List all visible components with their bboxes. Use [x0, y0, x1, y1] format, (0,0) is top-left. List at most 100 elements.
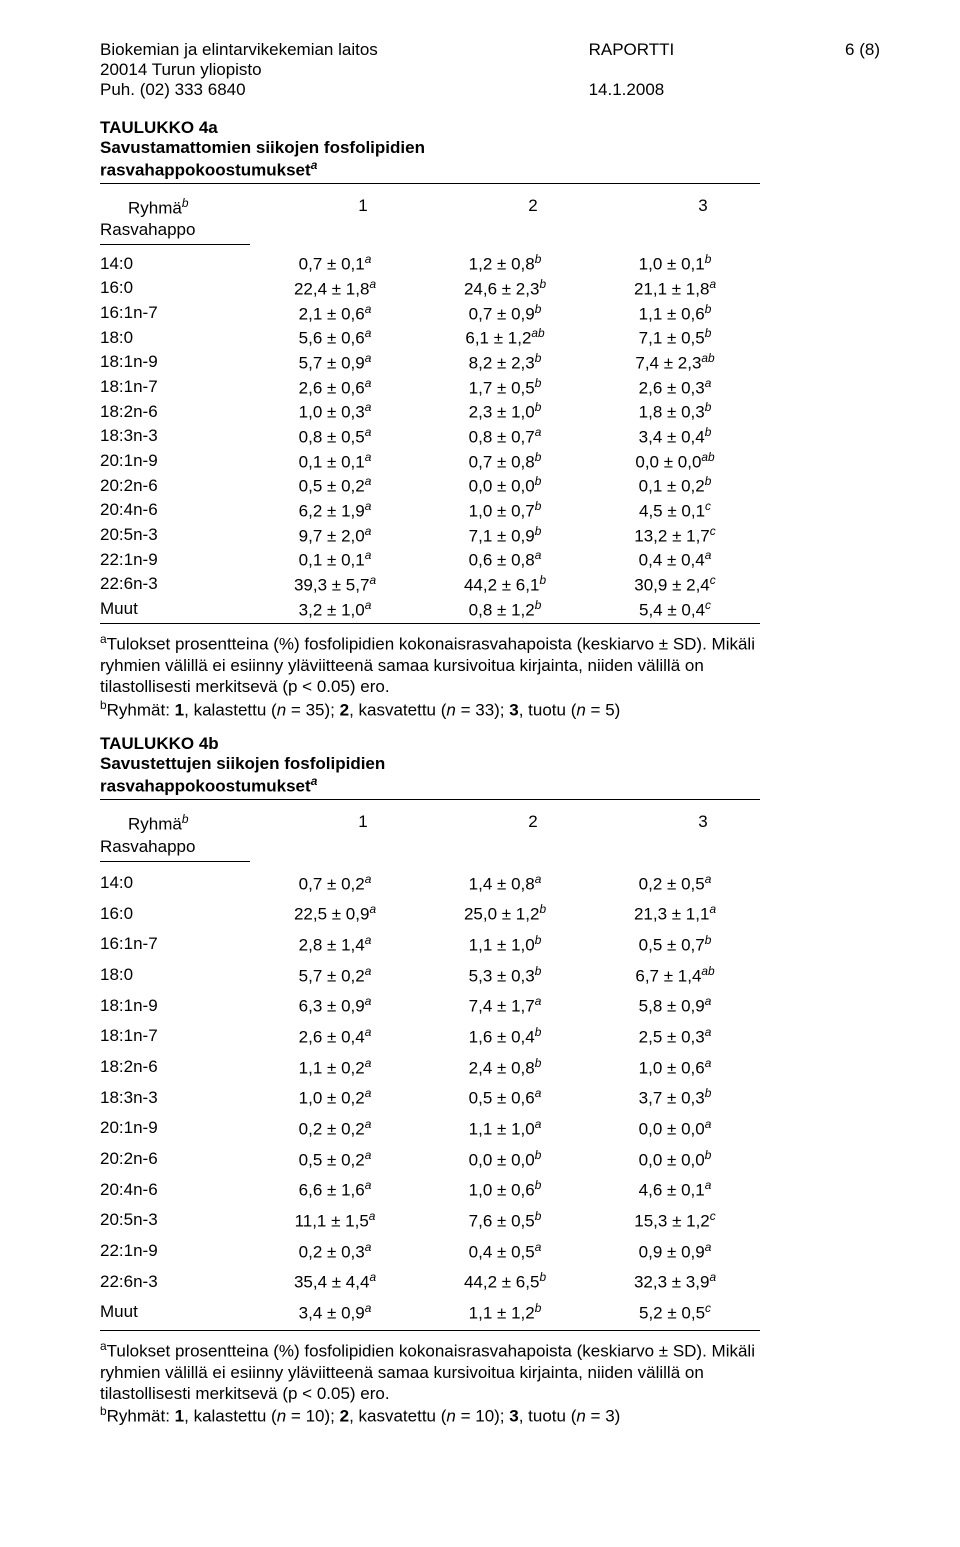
table-row: 16:1n-72,1 ± 0,6a0,7 ± 0,9b1,1 ± 0,6b	[100, 301, 760, 326]
rasvahappo-label: Rasvahappo	[100, 220, 880, 240]
cell-value: 3,2 ± 1,0a	[250, 597, 420, 622]
row-name: 22:1n-9	[100, 1236, 250, 1267]
title-sup-a: a	[311, 158, 318, 172]
cell-value: 8,2 ± 2,3b	[420, 350, 590, 375]
cell-value: 7,4 ± 2,3ab	[590, 350, 760, 375]
cell-value: 5,6 ± 0,6a	[250, 325, 420, 350]
cell-value: 0,5 ± 0,6a	[420, 1082, 590, 1113]
table-row: 20:5n-39,7 ± 2,0a7,1 ± 0,9b13,2 ± 1,7c	[100, 523, 760, 548]
group-2: 2	[448, 812, 618, 835]
cell-value: 4,5 ± 0,1c	[590, 498, 760, 523]
cell-value: 0,0 ± 0,0a	[590, 1113, 760, 1144]
org-line-1: Biokemian ja elintarvikekemian laitos	[100, 40, 378, 60]
cell-value: 1,0 ± 0,6a	[590, 1052, 760, 1083]
cell-value: 0,1 ± 0,2b	[590, 473, 760, 498]
group-1: 1	[278, 196, 448, 219]
cell-value: 9,7 ± 2,0a	[250, 523, 420, 548]
row-name: 22:6n-3	[100, 1266, 250, 1297]
page-number: 6 (8)	[845, 40, 880, 60]
rasvahappo-label: Rasvahappo	[100, 837, 880, 857]
cell-value: 5,3 ± 0,3b	[420, 960, 590, 991]
cell-value: 0,7 ± 0,1a	[250, 251, 420, 276]
footnote-4a: aTulokset prosentteina (%) fosfolipidien…	[100, 632, 760, 720]
row-name: 18:1n-7	[100, 375, 250, 400]
cell-value: 0,7 ± 0,9b	[420, 301, 590, 326]
rule-short	[100, 861, 250, 862]
table-row: Muut3,4 ± 0,9a1,1 ± 1,2b5,2 ± 0,5c	[100, 1297, 760, 1328]
table-row: 14:00,7 ± 0,1a1,2 ± 0,8b1,0 ± 0,1b	[100, 251, 760, 276]
cell-value: 0,4 ± 0,5a	[420, 1236, 590, 1267]
table-row: 20:2n-60,5 ± 0,2a0,0 ± 0,0b0,1 ± 0,2b	[100, 473, 760, 498]
page: Biokemian ja elintarvikekemian laitos 20…	[0, 0, 960, 1471]
cell-value: 5,7 ± 0,2a	[250, 960, 420, 991]
table-4b-title-2: Savustettujen siikojen fosfolipidien	[100, 754, 385, 773]
cell-value: 6,6 ± 1,6a	[250, 1174, 420, 1205]
cell-value: 0,1 ± 0,1a	[250, 547, 420, 572]
doc-date: 14.1.2008	[589, 80, 675, 100]
cell-value: 0,2 ± 0,2a	[250, 1113, 420, 1144]
cell-value: 0,6 ± 0,8a	[420, 547, 590, 572]
group-3: 3	[618, 812, 788, 835]
cell-value: 1,6 ± 0,4b	[420, 1021, 590, 1052]
table-row: 22:1n-90,2 ± 0,3a0,4 ± 0,5a0,9 ± 0,9a	[100, 1236, 760, 1267]
table-4b-title-1: TAULUKKO 4b	[100, 734, 219, 753]
table-row: 16:022,4 ± 1,8a24,6 ± 2,3b21,1 ± 1,8a	[100, 276, 760, 301]
cell-value: 0,0 ± 0,0b	[590, 1144, 760, 1175]
group-header-row: Ryhmäb 1 2 3	[100, 812, 880, 835]
table-4a-title-3: rasvahappokoostumukset	[100, 161, 311, 180]
cell-value: 0,8 ± 0,7a	[420, 424, 590, 449]
group-label: Ryhmäb	[100, 812, 278, 835]
table-4b-title-3: rasvahappokoostumukset	[100, 777, 311, 796]
group-2: 2	[448, 196, 618, 219]
cell-value: 5,2 ± 0,5c	[590, 1297, 760, 1328]
cell-value: 6,3 ± 0,9a	[250, 990, 420, 1021]
header-right: 6 (8)	[845, 40, 880, 100]
group-header-row: Ryhmäb 1 2 3	[100, 196, 880, 219]
doc-type: RAPORTTI	[589, 40, 675, 60]
cell-value: 0,9 ± 0,9a	[590, 1236, 760, 1267]
table-4a: TAULUKKO 4a Savustamattomien siikojen fo…	[100, 118, 880, 720]
cell-value: 32,3 ± 3,9a	[590, 1266, 760, 1297]
cell-value: 1,1 ± 0,6b	[590, 301, 760, 326]
footnote-4a-text: Tulokset prosentteina (%) fosfolipidien …	[100, 635, 755, 697]
cell-value: 7,1 ± 0,9b	[420, 523, 590, 548]
table-row: 18:3n-31,0 ± 0,2a0,5 ± 0,6a3,7 ± 0,3b	[100, 1082, 760, 1113]
cell-value: 0,2 ± 0,3a	[250, 1236, 420, 1267]
row-name: 18:2n-6	[100, 399, 250, 424]
cell-value: 24,6 ± 2,3b	[420, 276, 590, 301]
row-name: 22:6n-3	[100, 572, 250, 597]
row-name: 22:1n-9	[100, 547, 250, 572]
table-row: 20:1n-90,1 ± 0,1a0,7 ± 0,8b0,0 ± 0,0ab	[100, 449, 760, 474]
table-row: 18:2n-61,1 ± 0,2a2,4 ± 0,8b1,0 ± 0,6a	[100, 1052, 760, 1083]
cell-value: 21,3 ± 1,1a	[590, 898, 760, 929]
table-4a-body: 14:00,7 ± 0,1a1,2 ± 0,8b1,0 ± 0,1b16:022…	[100, 251, 760, 621]
cell-value: 0,4 ± 0,4a	[590, 547, 760, 572]
cell-value: 3,4 ± 0,9a	[250, 1297, 420, 1328]
cell-value: 30,9 ± 2,4c	[590, 572, 760, 597]
cell-value: 13,2 ± 1,7c	[590, 523, 760, 548]
title-sup-a: a	[311, 774, 318, 788]
cell-value: 6,2 ± 1,9a	[250, 498, 420, 523]
cell-value: 2,5 ± 0,3a	[590, 1021, 760, 1052]
cell-value: 2,6 ± 0,3a	[590, 375, 760, 400]
table-row: 22:6n-335,4 ± 4,4a44,2 ± 6,5b32,3 ± 3,9a	[100, 1266, 760, 1297]
row-name: 20:4n-6	[100, 1174, 250, 1205]
cell-value: 4,6 ± 0,1a	[590, 1174, 760, 1205]
cell-value: 22,5 ± 0,9a	[250, 898, 420, 929]
row-name: 20:4n-6	[100, 498, 250, 523]
table-row: 20:2n-60,5 ± 0,2a0,0 ± 0,0b0,0 ± 0,0b	[100, 1144, 760, 1175]
group-3: 3	[618, 196, 788, 219]
table-row: 16:1n-72,8 ± 1,4a1,1 ± 1,0b0,5 ± 0,7b	[100, 929, 760, 960]
cell-value: 7,6 ± 0,5b	[420, 1205, 590, 1236]
row-name: 20:5n-3	[100, 523, 250, 548]
row-name: 18:3n-3	[100, 1082, 250, 1113]
cell-value: 1,1 ± 1,2b	[420, 1297, 590, 1328]
table-4b: TAULUKKO 4b Savustettujen siikojen fosfo…	[100, 734, 880, 1426]
header-left: Biokemian ja elintarvikekemian laitos 20…	[100, 40, 378, 100]
page-header: Biokemian ja elintarvikekemian laitos 20…	[100, 40, 880, 100]
table-row: 18:1n-72,6 ± 0,4a1,6 ± 0,4b2,5 ± 0,3a	[100, 1021, 760, 1052]
table-row: 18:05,6 ± 0,6a6,1 ± 1,2ab7,1 ± 0,5b	[100, 325, 760, 350]
cell-value: 7,1 ± 0,5b	[590, 325, 760, 350]
row-name: 20:1n-9	[100, 1113, 250, 1144]
cell-value: 44,2 ± 6,5b	[420, 1266, 590, 1297]
